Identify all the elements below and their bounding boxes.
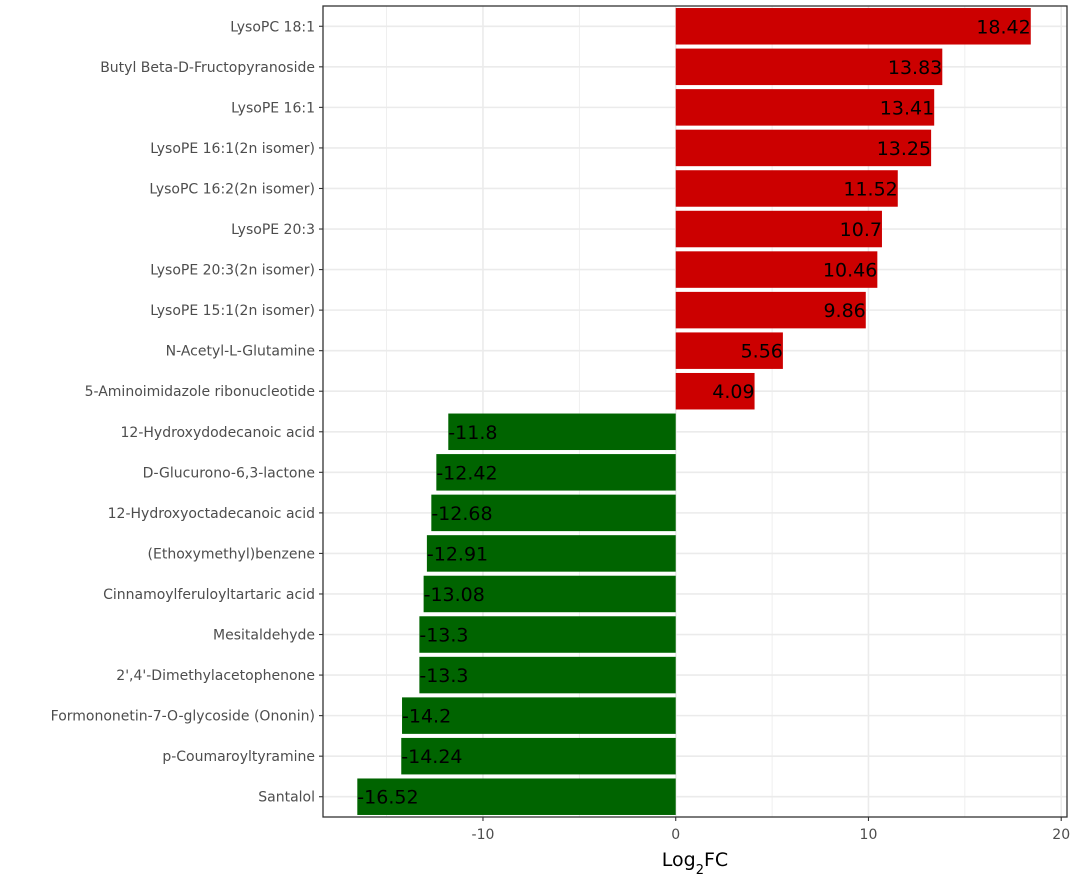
bar xyxy=(401,737,676,775)
bar xyxy=(431,494,676,532)
bar xyxy=(436,454,676,491)
data-label: 10.46 xyxy=(823,260,877,282)
category-label: 12-Hydroxyoctadecanoic acid xyxy=(108,506,315,522)
category-label: LysoPC 18:1 xyxy=(230,19,315,35)
data-label: 5.56 xyxy=(741,341,783,363)
category-label: 5-Aminoimidazole ribonucleotide xyxy=(85,384,315,400)
grid-lines xyxy=(323,6,1067,817)
category-label: (Ethoxymethyl)benzene xyxy=(148,546,315,562)
x-tick-label: 20 xyxy=(1052,827,1070,843)
x-tick-label: 10 xyxy=(860,827,878,843)
bar xyxy=(675,170,898,207)
x-tick-label: -10 xyxy=(472,827,495,843)
category-label: 2',4'-Dimethylacetophenone xyxy=(116,668,315,684)
category-label: Formononetin-7-O-glycoside (Ononin) xyxy=(51,709,315,725)
bar xyxy=(419,656,676,694)
data-label: 9.86 xyxy=(823,300,865,322)
x-axis-title: Log2FC xyxy=(662,849,728,876)
category-label: LysoPC 16:2(2n isomer) xyxy=(149,181,315,197)
bar xyxy=(675,291,866,329)
category-label: LysoPE 20:3 xyxy=(231,222,315,238)
category-label: LysoPE 15:1(2n isomer) xyxy=(150,303,315,319)
category-label: Santalol xyxy=(258,790,315,806)
bar xyxy=(402,697,676,734)
category-label: LysoPE 20:3(2n isomer) xyxy=(150,263,315,279)
data-label: 18.42 xyxy=(976,16,1030,38)
category-label: LysoPE 16:1 xyxy=(231,100,315,116)
bar xyxy=(419,616,676,653)
data-labels: 18.42 13.83 13.41 13.25 11.52 10.7 10.46 9.86 5.… xyxy=(357,16,1030,808)
category-label: Cinnamoylferuloyltartaric acid xyxy=(103,587,315,603)
data-label: -13.3 xyxy=(419,665,468,687)
panel-border xyxy=(322,5,1068,818)
data-label: -14.24 xyxy=(401,746,462,768)
category-labels: LysoPC 18:1 Butyl Beta-D-Fructopyranoside… xyxy=(51,19,323,806)
bar xyxy=(675,48,943,86)
category-label: LysoPE 16:1(2n isomer) xyxy=(150,141,315,157)
bar xyxy=(675,210,882,248)
data-label: -13.08 xyxy=(424,584,485,606)
data-label: -13.3 xyxy=(419,625,468,647)
data-label: 13.25 xyxy=(877,138,931,160)
bar xyxy=(675,89,935,126)
data-label: -11.8 xyxy=(448,422,497,444)
category-label: D-Glucurono-6,3-lactone xyxy=(143,465,315,481)
data-label: 13.83 xyxy=(888,57,942,79)
bar xyxy=(675,372,755,410)
data-label: 10.7 xyxy=(840,219,882,241)
data-label: -16.52 xyxy=(357,787,418,809)
bar xyxy=(426,535,676,572)
data-label: -12.68 xyxy=(431,503,492,525)
bars xyxy=(357,8,1031,815)
bar xyxy=(357,778,676,815)
category-label: N-Acetyl-L-Glutamine xyxy=(166,344,315,360)
data-label: -14.2 xyxy=(402,706,451,728)
panel-background xyxy=(323,6,1067,817)
category-label: p-Coumaroyltyramine xyxy=(162,749,315,765)
data-label: -12.42 xyxy=(436,462,497,484)
category-label: Mesitaldehyde xyxy=(213,628,315,644)
category-label: Butyl Beta-D-Fructopyranoside xyxy=(100,60,315,76)
data-label: 13.41 xyxy=(880,97,934,119)
bar xyxy=(675,129,932,167)
data-label: 4.09 xyxy=(712,381,754,403)
category-label: 12-Hydroxydodecanoic acid xyxy=(121,425,315,441)
bar xyxy=(675,251,878,288)
bar xyxy=(448,413,676,451)
bar xyxy=(675,8,1031,45)
data-label: 11.52 xyxy=(843,178,897,200)
bar xyxy=(675,332,783,369)
x-tick-label: 0 xyxy=(671,827,680,843)
x-tick-labels: -10 0 10 20 xyxy=(472,817,1070,843)
bar xyxy=(423,575,676,613)
data-label: -12.91 xyxy=(427,543,488,565)
